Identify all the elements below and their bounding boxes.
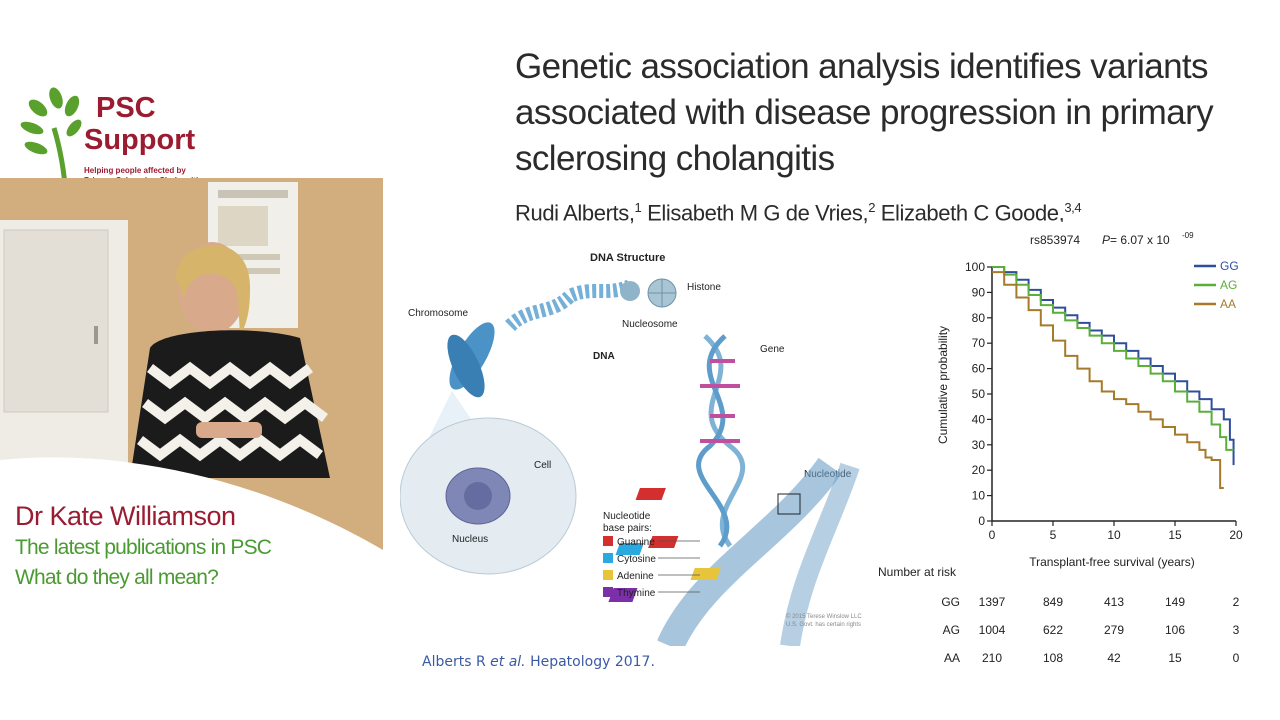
- risk-cell: 849: [1043, 595, 1063, 609]
- risk-cell: 42: [1107, 651, 1121, 665]
- author-3-affiliation: 3,4: [1064, 200, 1082, 215]
- risk-cell: 149: [1165, 595, 1185, 609]
- chromosome-label: Chromosome: [408, 308, 468, 319]
- x-tick-label: 20: [1229, 528, 1243, 542]
- chart-axes: 0 10 20 30 40 50 60 70 80 90 100 0 5 10 15 20: [965, 260, 1243, 542]
- y-axis-label: Cumulative probability: [936, 326, 950, 444]
- risk-cell: 15: [1168, 651, 1182, 665]
- x-tick-label: 5: [1050, 528, 1057, 542]
- base-swatch-adenine: [603, 570, 613, 580]
- double-helix-illustration: [608, 334, 860, 646]
- y-tick-label: 60: [972, 362, 986, 376]
- y-tick-label: 80: [972, 311, 986, 325]
- y-tick-label: 50: [972, 387, 986, 401]
- series-line-gg: [992, 266, 1235, 466]
- slide-authors: Rudi Alberts,1 Elisabeth M G de Vries,2 …: [515, 200, 1082, 226]
- series-line-ag: [992, 266, 1234, 451]
- base-pairs-title-line1: Nucleotide: [603, 511, 651, 522]
- speaker-video: [0, 178, 383, 550]
- x-axis-label: Transplant-free survival (years): [1029, 555, 1195, 569]
- legend-label-ag: AG: [1220, 278, 1237, 292]
- y-tick-label: 20: [972, 463, 986, 477]
- chromosome-illustration: [447, 322, 495, 398]
- base-label-adenine: Adenine: [617, 571, 654, 582]
- y-tick-label: 90: [972, 285, 986, 299]
- nucleosome-label: Nucleosome: [622, 319, 678, 330]
- risk-cell: 1004: [979, 623, 1006, 637]
- cell-label: Cell: [534, 460, 551, 471]
- risk-cell: 108: [1043, 651, 1063, 665]
- base-label-guanine: Guanine: [617, 537, 655, 548]
- base-label-thymine: Thymine: [617, 588, 656, 599]
- legend-label-aa: AA: [1220, 297, 1236, 311]
- psc-support-logo: PSC Support Helping people affected by P…: [14, 78, 209, 197]
- risk-row-label-gg: GG: [941, 595, 960, 609]
- citation: Alberts R et al. Hepatology 2017.: [422, 654, 655, 670]
- chromatin-illustration: [505, 278, 677, 332]
- survival-chart: rs853974 P = 6.07 x 10 -09 Cumulative pr…: [876, 222, 1256, 670]
- y-tick-label: 100: [965, 260, 985, 274]
- dna-figure-title: DNA Structure: [590, 252, 665, 264]
- base-swatch-thymine: [603, 587, 613, 597]
- x-tick-label: 10: [1107, 528, 1121, 542]
- author-1-name: Rudi Alberts,: [515, 200, 635, 226]
- y-tick-label: 0: [978, 514, 985, 528]
- dna-structure-figure: DNA Structure Cell Nucleus Chromosome Hi…: [400, 252, 862, 646]
- speaker-name: Dr Kate Williamson: [15, 501, 236, 531]
- risk-cell: 1397: [979, 595, 1006, 609]
- author-2-name: Elisabeth M G de Vries,: [647, 200, 869, 226]
- risk-cell: 210: [982, 651, 1002, 665]
- y-tick-label: 30: [972, 438, 986, 452]
- histone-label: Histone: [687, 282, 721, 293]
- risk-cell: 622: [1043, 623, 1063, 637]
- slide-title: Genetic association analysis identifies …: [515, 47, 1214, 178]
- author-3-name: Elizabeth C Goode,: [880, 200, 1065, 226]
- dna-label: DNA: [593, 351, 615, 362]
- chart-legend: GG AG AA: [1194, 259, 1239, 311]
- p-value-symbol: P: [1102, 233, 1110, 247]
- y-tick-label: 70: [972, 336, 986, 350]
- risk-cell: 3: [1233, 623, 1240, 637]
- y-tick-label: 10: [972, 489, 986, 503]
- talk-title-line2: What do they all mean?: [15, 566, 219, 589]
- legend-label-gg: GG: [1220, 259, 1239, 273]
- talk-title-line1: The latest publications in PSC: [15, 536, 272, 559]
- series-line-aa: [992, 271, 1224, 489]
- author-1-affiliation: 1: [634, 200, 642, 215]
- p-value-exponent: -09: [1182, 231, 1194, 240]
- x-tick-label: 15: [1168, 528, 1182, 542]
- p-value: = 6.07 x 10: [1110, 233, 1170, 247]
- logo-psc-text: PSC: [96, 92, 156, 124]
- gene-label: Gene: [760, 344, 785, 355]
- risk-cell: 2: [1233, 595, 1240, 609]
- risk-cell: 279: [1104, 623, 1124, 637]
- y-tick-label: 40: [972, 412, 986, 426]
- x-tick-label: 0: [989, 528, 996, 542]
- risk-table-title: Number at risk: [878, 565, 957, 579]
- base-pair-legend: Nucleotide base pairs: Guanine Cytosine Ad…: [603, 511, 700, 599]
- risk-row-label-ag: AG: [943, 623, 960, 637]
- nucleus-label: Nucleus: [452, 534, 488, 545]
- figure-copyright-line1: © 2015 Terese Winslow LLC: [786, 613, 862, 620]
- base-label-cytosine: Cytosine: [617, 554, 656, 565]
- chart-title: rs853974: [1030, 233, 1080, 247]
- risk-cell: 413: [1104, 595, 1124, 609]
- figure-copyright-line2: U.S. Govt. has certain rights: [786, 622, 861, 628]
- risk-table: GG 1397 849 413 149 2 AG 1004 622 279 106 3 AA 210 108…: [941, 595, 1239, 665]
- risk-cell: 106: [1165, 623, 1185, 637]
- cell-illustration: [400, 391, 577, 575]
- logo-support-text: Support: [84, 124, 196, 156]
- chart-series: [992, 266, 1235, 489]
- author-2-affiliation: 2: [868, 200, 876, 215]
- base-swatch-guanine: [603, 536, 613, 546]
- risk-row-label-aa: AA: [944, 651, 960, 665]
- base-swatch-cytosine: [603, 553, 613, 563]
- base-pairs-title-line2: base pairs:: [603, 523, 652, 534]
- risk-cell: 0: [1233, 651, 1240, 665]
